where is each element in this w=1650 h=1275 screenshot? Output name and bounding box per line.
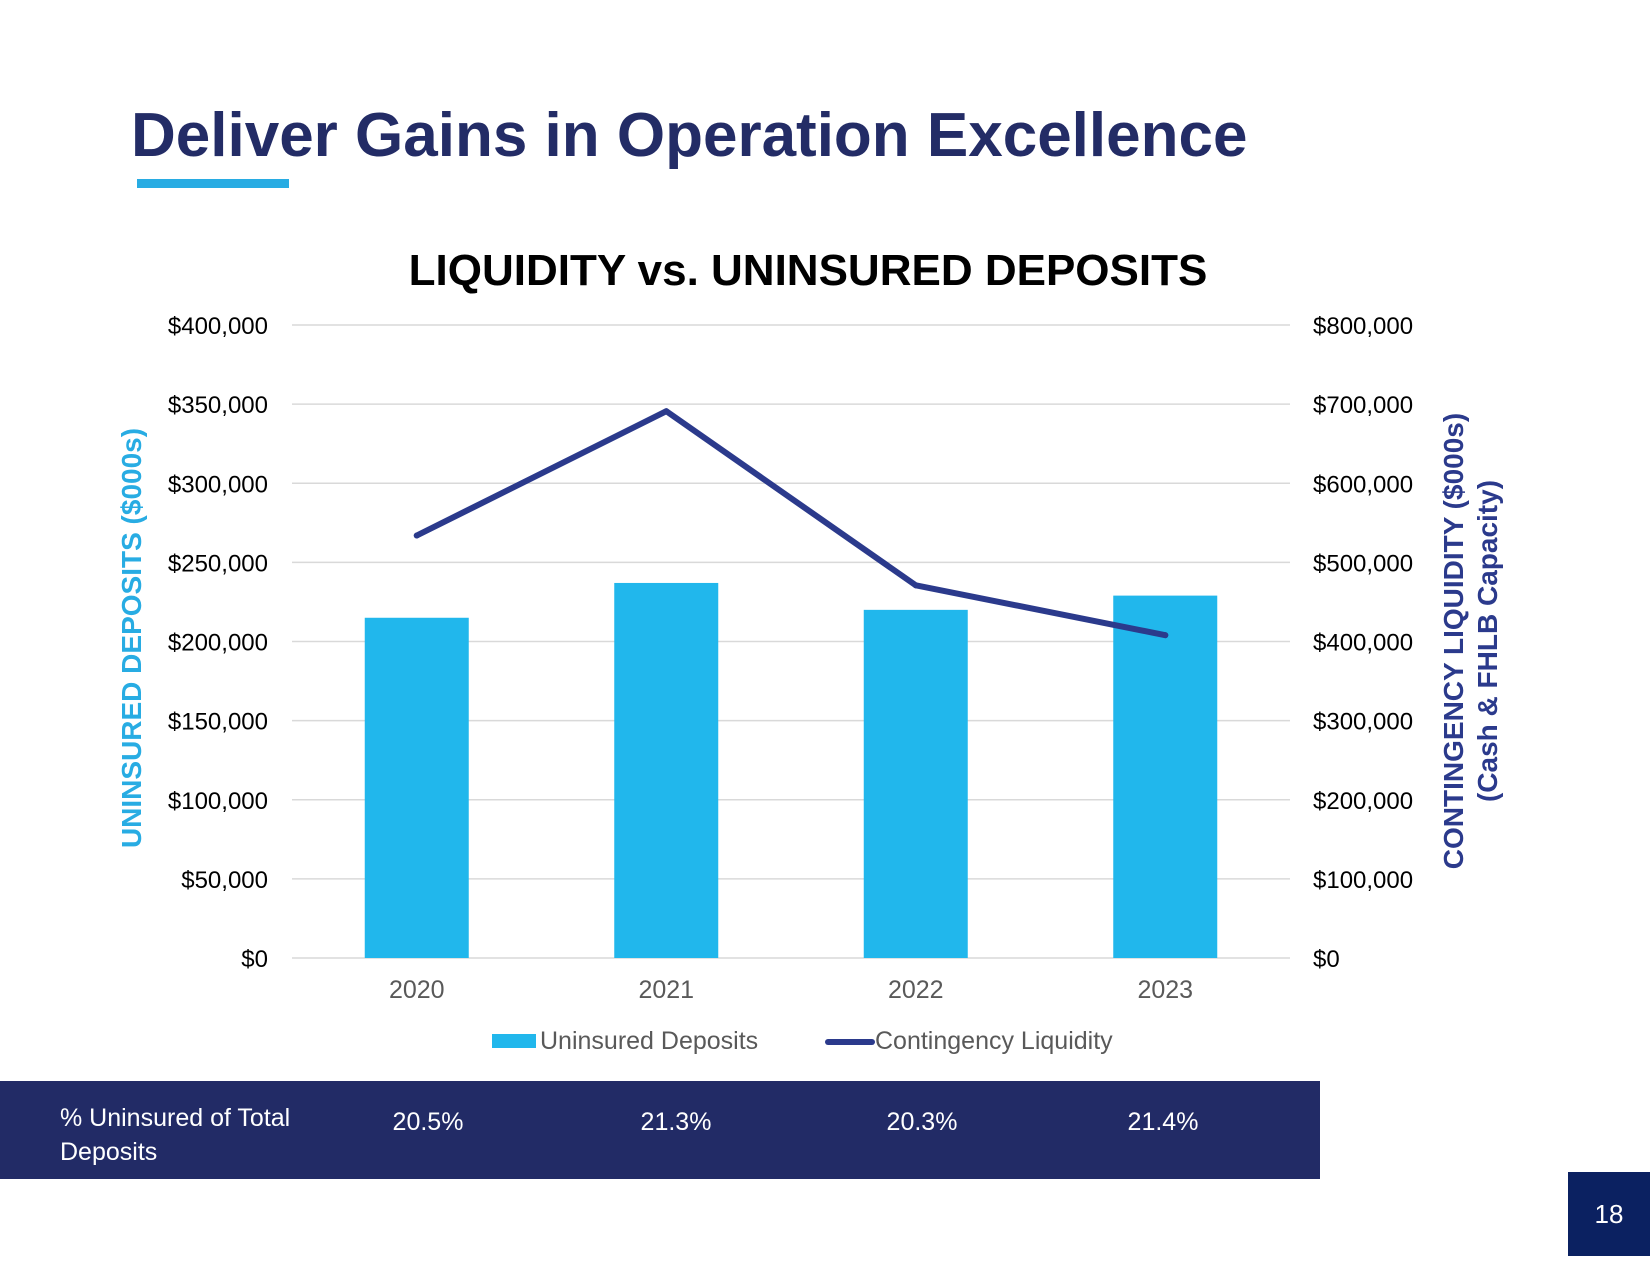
y-tick-label: $400,000: [168, 313, 268, 340]
legend: Uninsured Deposits Contingency Liquidity: [492, 1027, 1113, 1055]
y2-axis-label-line1: CONTINGENCY LIQUIDITY ($000s): [1438, 413, 1469, 869]
y-tick-label: $200,000: [168, 630, 268, 657]
bar-2021: [614, 582, 719, 958]
chart-title: LIQUIDITY vs. UNINSURED DEPOSITS: [409, 246, 1208, 295]
y-tick-label: $100,000: [168, 788, 268, 815]
bar-2023: [1113, 595, 1218, 958]
bar-2020: [364, 617, 469, 958]
title-underline: [137, 179, 289, 188]
x-tick-label: 2023: [1137, 976, 1193, 1004]
y-tick-label: $350,000: [168, 392, 268, 419]
y-tick-label: $150,000: [168, 709, 268, 736]
y2-tick-label: $600,000: [1313, 471, 1413, 498]
y2-tick-label: $100,000: [1313, 867, 1413, 894]
page-number: 18: [1568, 1172, 1650, 1256]
y-tick-label: $300,000: [168, 471, 268, 498]
y2-tick-label: $500,000: [1313, 550, 1413, 577]
line-point-2020: [413, 532, 420, 539]
line-point-2021: [663, 408, 670, 415]
uninsured-percent-band: % Uninsured of Total Deposits 20.5% 21.3…: [0, 1081, 1320, 1179]
y-tick-label: $50,000: [181, 867, 268, 894]
y2-tick-label: $300,000: [1313, 709, 1413, 736]
y2-tick-label: $0: [1313, 946, 1340, 973]
y2-tick-label: $700,000: [1313, 392, 1413, 419]
y2-tick-label: $400,000: [1313, 630, 1413, 657]
band-value-2020: 20.5%: [392, 1108, 464, 1136]
legend-swatch-uninsured-deposits: [492, 1034, 536, 1048]
y-tick-label: $0: [241, 946, 268, 973]
x-tick-label: 2020: [389, 976, 445, 1004]
band-value-2023: 21.4%: [1127, 1108, 1199, 1136]
y-tick-label: $250,000: [168, 550, 268, 577]
bar-2022: [863, 609, 968, 958]
series-line-contingency-liquidity: [413, 408, 1169, 639]
x-tick-label: 2022: [888, 976, 944, 1004]
y2-tick-label: $800,000: [1313, 313, 1413, 340]
legend-label-uninsured-deposits: Uninsured Deposits: [540, 1027, 758, 1055]
slide-title: Deliver Gains in Operation Excellence: [131, 101, 1248, 170]
y2-axis-label-line2: (Cash & FHLB Capacity): [1472, 480, 1503, 802]
line-point-2023: [1162, 632, 1169, 639]
y-axis-label: UNINSURED DEPOSITS ($000s): [116, 428, 147, 848]
band-value-2021: 21.3%: [640, 1108, 712, 1136]
band-value-2022: 20.3%: [886, 1108, 958, 1136]
y2-tick-label: $200,000: [1313, 788, 1413, 815]
line-point-2022: [912, 582, 919, 589]
x-tick-label: 2021: [638, 976, 694, 1004]
band-label: % Uninsured of Total Deposits: [60, 1104, 291, 1166]
legend-label-contingency-liquidity: Contingency Liquidity: [875, 1027, 1113, 1055]
